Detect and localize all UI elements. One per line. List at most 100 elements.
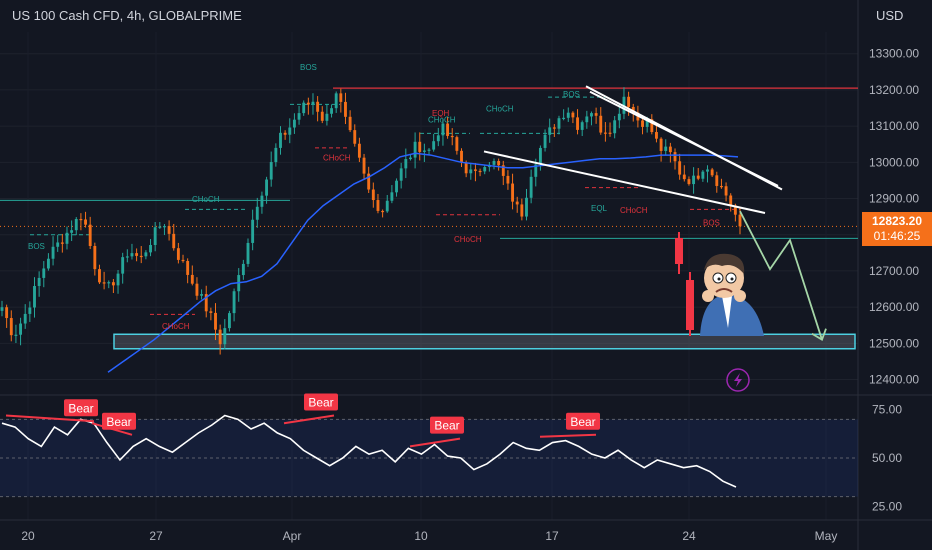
candle-body xyxy=(497,160,501,166)
candle-body xyxy=(371,189,375,201)
candle-body xyxy=(334,93,338,109)
candle-body xyxy=(311,101,315,105)
candle-body xyxy=(506,175,510,184)
structure-label: CHoCH xyxy=(454,235,482,244)
structure-label: EQL xyxy=(591,204,608,213)
candle-body xyxy=(357,143,361,158)
candle-body xyxy=(255,206,259,220)
candle-body xyxy=(28,307,32,314)
candle-body xyxy=(46,258,50,269)
candle-body xyxy=(733,205,737,215)
bear-label: Bear xyxy=(570,415,595,429)
price-tick-label: 12400.00 xyxy=(869,373,919,387)
candle-body xyxy=(176,248,180,260)
rsi-divergence-line xyxy=(5,414,95,423)
bar-countdown: 01:46:25 xyxy=(873,229,921,243)
candle-body xyxy=(432,141,436,150)
candle-body xyxy=(214,312,217,330)
structure-label: CHoCH xyxy=(486,105,514,114)
candle-body xyxy=(195,283,199,296)
candle-body xyxy=(84,219,87,225)
candle-body xyxy=(98,269,101,283)
candle-body xyxy=(441,123,445,136)
bear-label-bg xyxy=(430,416,464,434)
candle-body xyxy=(302,102,306,114)
price-tick-label: 12500.00 xyxy=(869,336,919,350)
candle-body xyxy=(525,197,528,217)
time-tick-label: Apr xyxy=(283,529,302,543)
time-tick-label: 27 xyxy=(149,529,163,543)
sticker-pupil xyxy=(717,277,721,281)
structure-label: CHoCH xyxy=(428,116,456,125)
price-tick-label: 12900.00 xyxy=(869,192,919,206)
candle-body xyxy=(190,274,194,284)
candle-body xyxy=(562,117,566,120)
candle-body xyxy=(427,149,431,151)
candle-body xyxy=(696,175,700,179)
candle-body xyxy=(107,282,111,284)
candle-body xyxy=(23,313,27,324)
sticker-candle-body xyxy=(686,280,694,330)
candle-body xyxy=(367,173,371,190)
price-tick-label: 12600.00 xyxy=(869,300,919,314)
bear-label-bg xyxy=(102,412,136,430)
price-tick-label: 12700.00 xyxy=(869,264,919,278)
candle-body xyxy=(399,168,403,181)
projection-arrow xyxy=(739,210,823,340)
candle-body xyxy=(265,179,269,196)
rsi-tick-label: 50.00 xyxy=(872,451,902,465)
candle-body xyxy=(251,219,255,243)
candle-body xyxy=(158,226,162,228)
candle-body xyxy=(529,176,533,198)
price-tick-label: 13200.00 xyxy=(869,83,919,97)
candle-body xyxy=(534,164,538,177)
sticker-hair xyxy=(704,253,745,274)
chart-title: US 100 Cash CFD, 4h, GLOBALPRIME xyxy=(12,8,242,23)
candle-body xyxy=(102,282,106,284)
candle-body xyxy=(0,307,4,311)
candle-body xyxy=(381,210,385,213)
structure-label: BOS xyxy=(563,90,580,99)
structure-label: CHoCH xyxy=(620,206,648,215)
sticker-candle-body xyxy=(675,238,683,264)
bear-label: Bear xyxy=(68,401,93,415)
time-tick-label: 20 xyxy=(21,529,35,543)
candle-body xyxy=(111,282,115,286)
candle-body xyxy=(585,116,589,123)
candle-body xyxy=(511,183,515,202)
price-tick-label: 13100.00 xyxy=(869,119,919,133)
bear-label: Bear xyxy=(308,395,333,409)
structure-label: BOS xyxy=(703,219,720,228)
candle-body xyxy=(292,119,296,128)
candle-body xyxy=(181,259,185,262)
candle-body xyxy=(617,113,621,121)
candle-body xyxy=(719,185,723,188)
candle-body xyxy=(641,120,644,127)
candle-body xyxy=(552,127,556,129)
rsi-line xyxy=(1,414,737,488)
candle-body xyxy=(724,186,728,196)
candle-body xyxy=(590,113,593,117)
candle-body xyxy=(501,165,505,176)
candle-body xyxy=(422,150,426,152)
bear-label-bg xyxy=(566,412,600,430)
candle-body xyxy=(60,242,64,244)
candle-body xyxy=(88,224,92,246)
candle-body xyxy=(316,101,320,112)
candle-body xyxy=(687,179,691,185)
structure-label: EQH xyxy=(432,109,450,118)
candle-body xyxy=(172,233,176,249)
candle-body xyxy=(469,169,473,174)
candle-body xyxy=(682,174,686,180)
candle-body xyxy=(418,141,422,152)
candle-body xyxy=(130,253,134,257)
candle-body xyxy=(330,108,333,114)
candle-body xyxy=(655,132,658,139)
candle-body xyxy=(125,256,129,258)
candle-body xyxy=(473,169,477,171)
time-tick-label: 24 xyxy=(682,529,696,543)
upper-trendline xyxy=(589,90,779,187)
candle-body xyxy=(339,93,343,102)
